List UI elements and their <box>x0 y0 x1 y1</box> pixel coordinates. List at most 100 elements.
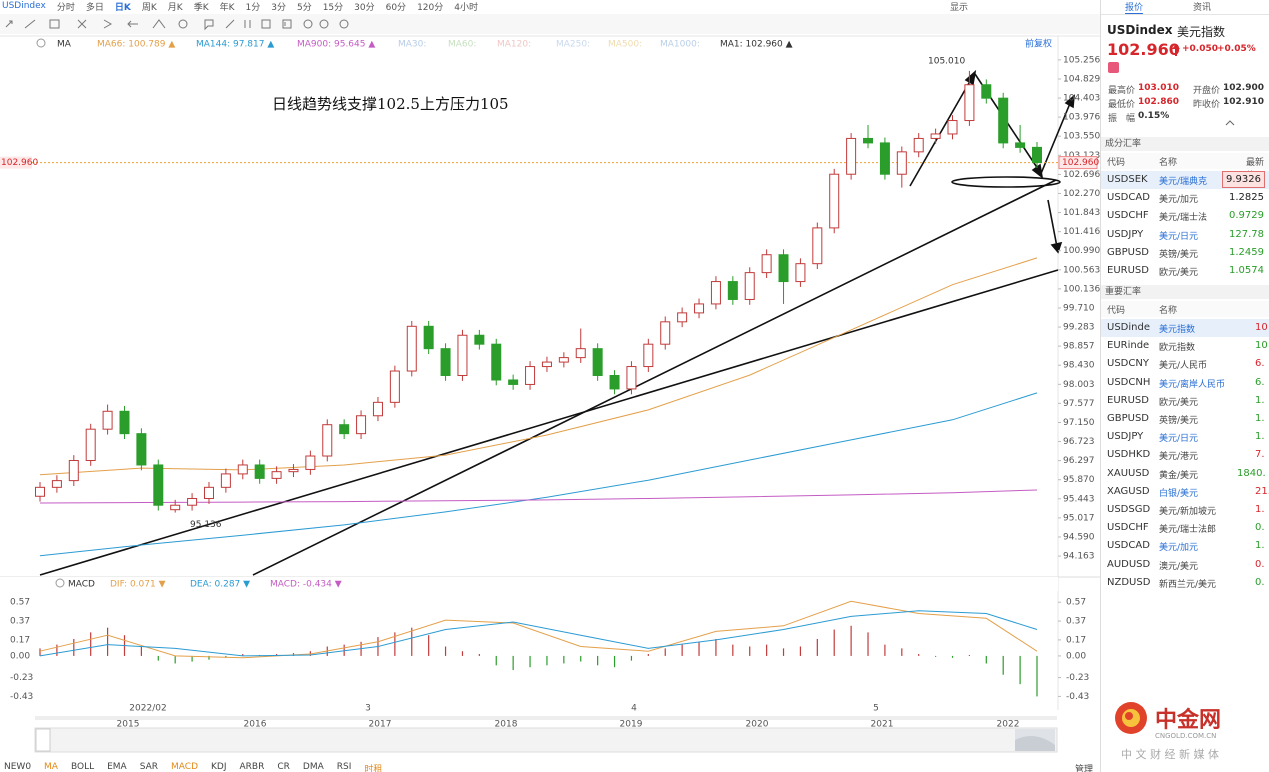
name-cell: 美元/新加坡元 <box>1159 507 1217 517</box>
candle-body <box>677 312 688 323</box>
table-row[interactable]: NZDUSD 新西兰元/美元 0. <box>1101 574 1269 592</box>
period-tab[interactable]: 月K <box>167 2 183 13</box>
draw-tools[interactable] <box>5 19 349 31</box>
table-row[interactable]: AUDUSD 澳元/美元 0. <box>1101 556 1269 574</box>
range-handle[interactable] <box>35 728 51 752</box>
table-row[interactable]: USDinde 美元指数 10 <box>1101 319 1269 337</box>
price-cell: 0. <box>1255 576 1265 588</box>
code-cell: USDSGD <box>1107 504 1151 515</box>
indicator-tab[interactable]: SAR <box>139 762 159 772</box>
name-cell: 美元/离岸人民币 <box>1159 379 1226 390</box>
name-cell: 美元/日元 <box>1159 434 1199 445</box>
indicator-tab[interactable]: DMA <box>302 762 324 772</box>
period-tab[interactable]: 120分 <box>417 2 444 13</box>
name-cell: 英镑/美元 <box>1159 249 1199 260</box>
price-cell: 10 <box>1255 322 1268 333</box>
period-tab[interactable]: 季K <box>193 2 209 13</box>
range-navigator[interactable] <box>34 727 1058 753</box>
stat-label: 昨收价 <box>1193 100 1221 110</box>
month-label: 5 <box>873 704 879 714</box>
panel-tab[interactable]: 资讯 <box>1193 3 1212 13</box>
adjust-mode[interactable]: 前复权 <box>1025 38 1052 50</box>
y-tick-label: 98.003 <box>1063 380 1095 390</box>
candle-body <box>119 410 130 435</box>
name-cell: 美元指数 <box>1159 325 1196 335</box>
period-tab[interactable]: 周K <box>141 2 157 13</box>
stat-label: 开盘价 <box>1193 86 1221 96</box>
table-row[interactable]: USDCHF 美元/瑞士法郎 0. <box>1101 519 1269 537</box>
settings-icon[interactable] <box>55 578 65 588</box>
y-tick-label: 105.256 <box>1063 55 1100 65</box>
macd-y-tick-label: -0.43 <box>10 692 33 702</box>
y-tick-label: 96.297 <box>1063 456 1095 466</box>
indicator-tab[interactable]: EMA <box>107 762 127 772</box>
y-tick-label: 102.696 <box>1063 170 1100 180</box>
favorite-icon[interactable] <box>1108 62 1119 73</box>
code-cell: USDCNH <box>1107 376 1151 388</box>
time-label: 2022 <box>997 720 1020 730</box>
table-row[interactable]: XAUUSD 黄金/美元 1840. <box>1101 465 1269 483</box>
table-row[interactable]: USDCAD 美元/加元 1. <box>1101 537 1269 555</box>
indicator-tab[interactable]: CR <box>277 762 290 772</box>
candle-body <box>305 455 316 470</box>
y-tick-label: 102.270 <box>1063 189 1100 199</box>
collapse-icon[interactable] <box>1225 120 1235 126</box>
table-row[interactable]: USDSEK 美元/瑞典克 9.9326 <box>1101 171 1269 189</box>
price-cell: 1840. <box>1237 467 1266 479</box>
y-tick-label: 103.123 <box>1063 151 1100 161</box>
indicator-tab[interactable]: NEW0 <box>4 762 32 772</box>
time-scroll[interactable] <box>35 716 1057 720</box>
name-cell: 美元/日元 <box>1159 231 1199 242</box>
price-cell: 1. <box>1255 431 1265 443</box>
price-cell: 10 <box>1255 340 1268 352</box>
candle-body <box>930 133 941 139</box>
table-row[interactable]: GBPUSD 英镑/美元 1. <box>1101 410 1269 428</box>
period-tab[interactable]: 30分 <box>354 2 375 13</box>
table-row[interactable]: USDJPY 美元/日元 127.78 <box>1101 226 1269 244</box>
table-row[interactable]: USDHKD 美元/港元 7. <box>1101 446 1269 464</box>
table-row[interactable]: GBPUSD 英镑/美元 1.2459 <box>1101 244 1269 262</box>
indicator-tab[interactable]: RSI <box>336 762 352 772</box>
price-cell: 1. <box>1255 504 1265 515</box>
indicator-tab[interactable]: ARBR <box>239 762 265 772</box>
indicator-tab[interactable]: 时租 <box>364 765 383 772</box>
period-tab[interactable]: 15分 <box>322 2 344 13</box>
price-cell: 1. <box>1255 394 1265 406</box>
table-row[interactable]: USDJPY 美元/日元 1. <box>1101 428 1269 446</box>
period-tab[interactable]: 1分 <box>245 2 261 13</box>
panel-tab[interactable]: 报价 <box>1125 0 1144 15</box>
table-row[interactable]: USDCHF 美元/瑞士法 0.9729 <box>1101 207 1269 225</box>
candle-body <box>406 325 417 372</box>
period-tab[interactable]: 分时 <box>56 2 75 13</box>
name-cell: 美元/瑞士法 <box>1159 213 1208 224</box>
indicator-tab[interactable]: MA <box>44 762 58 772</box>
table-row[interactable]: EURUSD 欧元/美元 1.0574 <box>1101 262 1269 280</box>
table-row[interactable]: XAGUSD 白银/美元 21. <box>1101 483 1269 501</box>
period-tab[interactable]: 60分 <box>385 2 407 13</box>
period-tab[interactable]: 年K <box>219 2 235 13</box>
table-row[interactable]: EURinde 欧元指数 10 <box>1101 337 1269 355</box>
candle-body <box>727 281 738 300</box>
time-label: 2021 <box>871 720 894 730</box>
divider <box>1101 14 1269 15</box>
period-tab[interactable]: 多日 <box>85 2 104 13</box>
table-row[interactable]: EURUSD 欧元/美元 1. <box>1101 392 1269 410</box>
table-row[interactable]: USDCNH 美元/离岸人民币 6. <box>1101 374 1269 392</box>
indicator-tab[interactable]: KDJ <box>211 762 227 772</box>
manage-button[interactable]: 管理 <box>1075 765 1094 772</box>
candle-body <box>575 348 586 359</box>
table-row[interactable]: USDSGD 美元/新加坡元 1. <box>1101 501 1269 519</box>
indicator-tab[interactable]: MACD <box>171 762 198 772</box>
settings-icon[interactable] <box>36 38 46 48</box>
y-tick-label: 100.563 <box>1063 265 1100 275</box>
symbol-tab[interactable]: USDindex <box>2 1 46 11</box>
period-tab[interactable]: 4小时 <box>454 2 478 13</box>
display-menu[interactable]: 显示 <box>950 3 969 13</box>
table-row[interactable]: USDCNY 美元/人民币 6. <box>1101 355 1269 373</box>
period-tab[interactable]: 日K <box>114 2 131 13</box>
table-row[interactable]: USDCAD 美元/加元 1.2825 <box>1101 189 1269 207</box>
draw-toolbar <box>0 14 1100 34</box>
period-tab[interactable]: 5分 <box>296 2 312 13</box>
period-tab[interactable]: 3分 <box>271 2 286 13</box>
indicator-tab[interactable]: BOLL <box>70 762 95 772</box>
